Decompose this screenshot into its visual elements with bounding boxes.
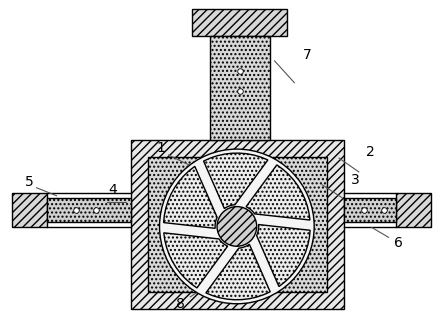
- Text: 3: 3: [350, 173, 359, 187]
- Bar: [396, 193, 431, 227]
- Bar: [47, 198, 131, 223]
- Circle shape: [159, 149, 314, 304]
- Polygon shape: [206, 244, 270, 300]
- Text: 8: 8: [176, 297, 185, 311]
- Bar: [192, 9, 287, 36]
- Bar: [131, 140, 344, 309]
- Circle shape: [217, 207, 257, 246]
- Text: 4: 4: [109, 183, 117, 197]
- Bar: [12, 193, 47, 227]
- Text: 6: 6: [394, 236, 403, 250]
- Polygon shape: [163, 166, 217, 228]
- Bar: [210, 36, 270, 140]
- Polygon shape: [164, 233, 228, 288]
- Bar: [148, 157, 327, 292]
- Polygon shape: [257, 224, 310, 287]
- Text: 2: 2: [366, 145, 375, 159]
- Polygon shape: [203, 153, 268, 209]
- Text: 5: 5: [25, 175, 34, 189]
- Polygon shape: [246, 165, 310, 220]
- Text: 7: 7: [303, 48, 312, 62]
- Bar: [344, 198, 396, 223]
- Text: 1: 1: [156, 141, 165, 155]
